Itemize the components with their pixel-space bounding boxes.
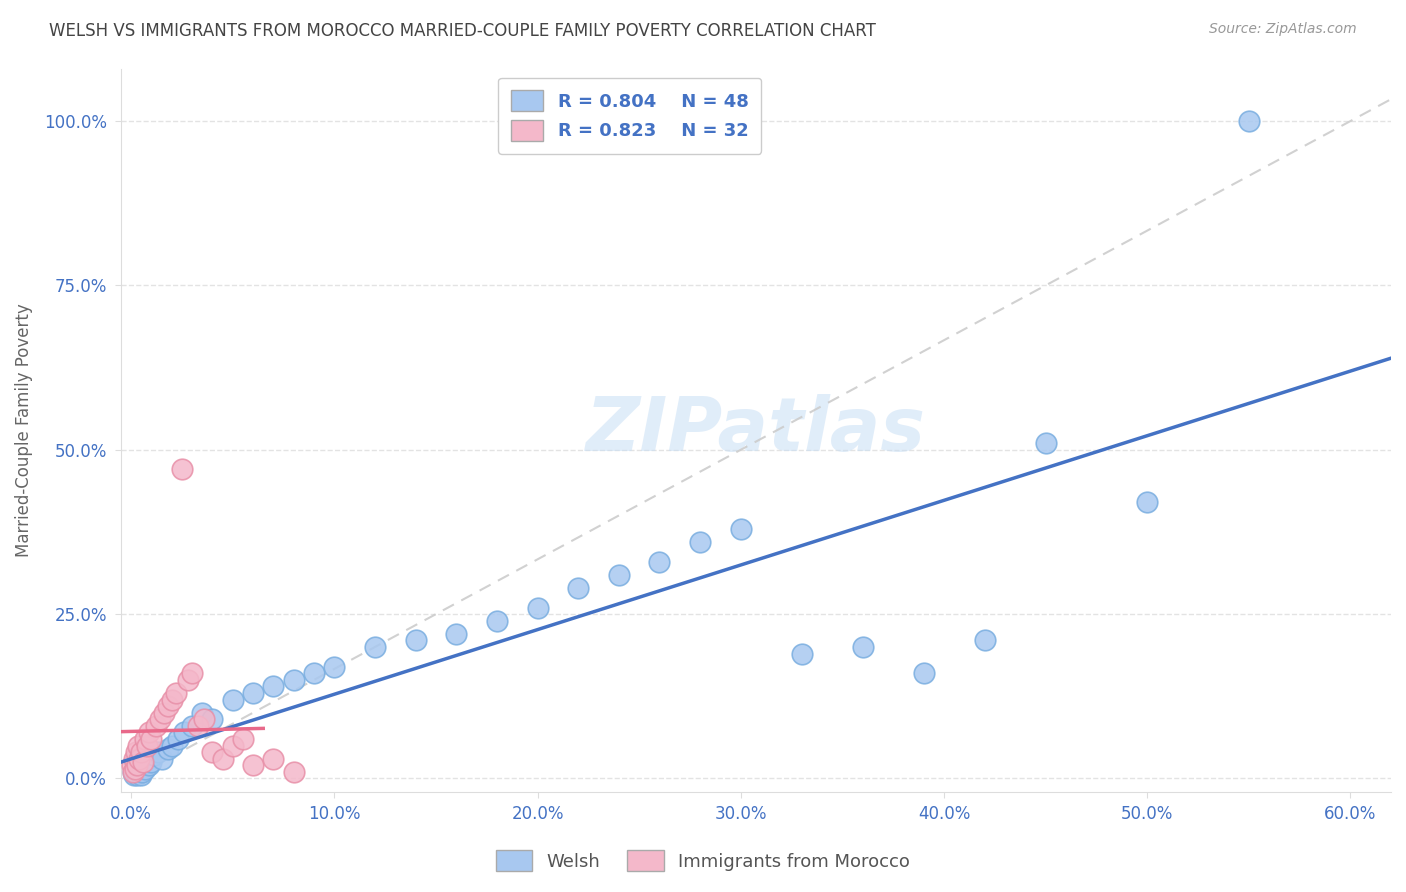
Point [567, 581, 589, 595]
Point [201, 712, 224, 726]
Point [852, 640, 875, 654]
Point [141, 755, 163, 769]
Legend: R = 0.804    N = 48, R = 0.823    N = 32: R = 0.804 N = 48, R = 0.823 N = 32 [498, 78, 762, 153]
Point [122, 752, 145, 766]
Point [526, 600, 548, 615]
Point [160, 692, 183, 706]
Point [160, 739, 183, 753]
Point [283, 673, 305, 687]
Point [146, 745, 169, 759]
Point [124, 762, 146, 776]
Point [127, 768, 149, 782]
Point [132, 755, 155, 769]
Point [689, 534, 711, 549]
Point [122, 768, 145, 782]
Point [122, 764, 145, 779]
Point [122, 764, 145, 779]
Point [128, 752, 150, 766]
Point [1237, 114, 1260, 128]
Text: WELSH VS IMMIGRANTS FROM MOROCCO MARRIED-COUPLE FAMILY POVERTY CORRELATION CHART: WELSH VS IMMIGRANTS FROM MOROCCO MARRIED… [49, 22, 876, 40]
Point [283, 764, 305, 779]
Point [127, 739, 149, 753]
Point [145, 719, 167, 733]
Point [242, 758, 264, 772]
Point [302, 666, 325, 681]
Point [485, 614, 508, 628]
Point [211, 752, 233, 766]
Point [127, 762, 149, 776]
Point [191, 706, 214, 720]
Point [446, 627, 468, 641]
Point [973, 633, 995, 648]
Point [405, 633, 427, 648]
Point [648, 555, 671, 569]
Point [170, 462, 193, 476]
Point [125, 764, 148, 779]
Y-axis label: Married-Couple Family Poverty: Married-Couple Family Poverty [15, 303, 32, 557]
Point [138, 725, 160, 739]
Point [134, 731, 156, 746]
Point [173, 725, 195, 739]
Point [127, 758, 149, 772]
Point [141, 731, 163, 746]
Text: Source: ZipAtlas.com: Source: ZipAtlas.com [1209, 22, 1357, 37]
Text: ZIPatlas: ZIPatlas [586, 393, 927, 467]
Point [152, 706, 174, 720]
Point [177, 673, 200, 687]
Point [790, 647, 813, 661]
Point [165, 686, 187, 700]
Point [364, 640, 387, 654]
Point [142, 748, 165, 763]
Point [181, 719, 204, 733]
Point [121, 758, 143, 772]
Point [323, 659, 346, 673]
Point [167, 731, 190, 746]
Point [128, 758, 150, 772]
Point [131, 768, 153, 782]
Point [138, 758, 160, 772]
Point [131, 745, 153, 759]
Point [181, 666, 204, 681]
Point [1035, 436, 1057, 450]
Point [134, 762, 156, 776]
Point [262, 680, 284, 694]
Legend: Welsh, Immigrants from Morocco: Welsh, Immigrants from Morocco [489, 843, 917, 879]
Point [242, 686, 264, 700]
Point [201, 745, 224, 759]
Point [129, 764, 152, 779]
Point [150, 752, 173, 766]
Point [149, 712, 172, 726]
Point [131, 764, 153, 779]
Point [136, 739, 159, 753]
Point [136, 752, 159, 766]
Point [193, 712, 215, 726]
Point [912, 666, 935, 681]
Point [607, 567, 630, 582]
Point [156, 742, 179, 756]
Point [187, 719, 209, 733]
Point [124, 758, 146, 772]
Point [156, 699, 179, 714]
Point [222, 739, 245, 753]
Point [222, 692, 245, 706]
Point [132, 755, 155, 769]
Point [1136, 495, 1159, 509]
Point [125, 745, 148, 759]
Point [262, 752, 284, 766]
Point [232, 731, 254, 746]
Point [730, 522, 752, 536]
